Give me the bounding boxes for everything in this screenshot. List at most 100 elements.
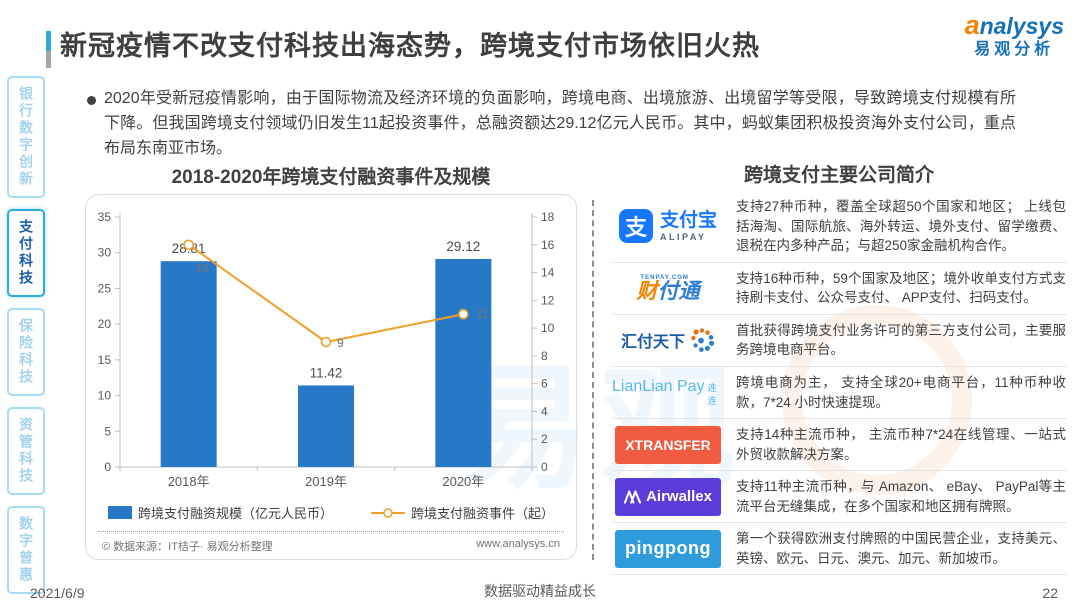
companies-list: 支支付宝 ALIPAY 支持27种币种，覆盖全球超50个国家和地区； 上线包括海淘、…: [612, 191, 1066, 576]
svg-text:20: 20: [98, 317, 112, 331]
huifu-dots-icon: [691, 328, 715, 353]
svg-text:2019年: 2019年: [305, 474, 347, 489]
chart-line: 16 9 11: [183, 239, 489, 350]
svg-text:30: 30: [98, 246, 112, 260]
svg-text:12: 12: [541, 293, 555, 307]
svg-text:29.12: 29.12: [446, 239, 480, 254]
section-divider: [592, 200, 594, 560]
airwallex-wordmark: Airwallex: [646, 488, 712, 506]
chart-axes: 0 5 10 15 20 25 30 35 0 2 4 6 8 10 12 14 16 18 2018年 2019年 2…: [98, 210, 555, 489]
footer-date: 2021/6/9: [30, 585, 85, 601]
brand-logo-en: analysys: [964, 10, 1064, 40]
svg-text:10: 10: [541, 321, 555, 335]
legend-line-swatch-icon: [371, 507, 405, 518]
tenpay-chars-blue: 付通: [657, 279, 700, 303]
sidebar-tab-5[interactable]: 数字普惠: [7, 506, 45, 594]
companies-title: 跨境支付主要公司简介: [743, 165, 934, 186]
sidebar-tab-4[interactable]: 资管科技: [7, 407, 45, 495]
huifu-logo: 汇付天下: [621, 327, 715, 353]
page-title: 新冠疫情不改支付科技出海态势，跨境支付市场依旧火热: [60, 31, 760, 61]
legend-bar-swatch-icon: [107, 506, 132, 519]
chart-card: 0 5 10 15 20 25 30 35 0 2 4 6 8 10 12 14 16 18 2018年 2019年 2…: [85, 194, 577, 560]
svg-text:11: 11: [476, 307, 489, 321]
company-row-huifu: 汇付天下 首批获得跨境支付业务许可的第三方支付公司，主要服务跨境电商平台。: [612, 315, 1066, 367]
chart-source-divider: [98, 531, 564, 532]
chart-title: 2018-2020年跨境支付融资事件及规模: [171, 167, 491, 188]
svg-text:11.42: 11.42: [310, 365, 343, 380]
bullet-icon: [87, 96, 96, 105]
tenpay-logo: TENPAY.COM 财付通: [637, 275, 700, 302]
sidebar-tab-2[interactable]: 支付科技: [7, 209, 45, 297]
title-accent-bar: [46, 31, 51, 68]
svg-text:15: 15: [98, 353, 112, 367]
lianlian-logo-cell: LianLian Pay 连连: [612, 378, 724, 407]
brand-logo-a-icon: a: [964, 10, 980, 40]
company-desc: 支持11种主流币种，与 Amazon、 eBay、 PayPal等主流平台无缝集…: [736, 479, 1066, 514]
company-row-tenpay: TENPAY.COM 财付通 支持16种币种，59个国家及地区；境外收单支付方式支持…: [612, 263, 1066, 315]
svg-text:16: 16: [196, 261, 210, 275]
sidebar-tab-1[interactable]: 银行数字创新: [7, 76, 45, 198]
svg-text:9: 9: [337, 336, 344, 350]
chart-source: © 数据来源：IT桔子· 易观分析整理: [102, 541, 273, 553]
svg-text:14: 14: [541, 266, 555, 280]
svg-text:25: 25: [98, 281, 112, 295]
company-row-pingpong: pingpong 第一个获得欧洲支付牌照的中国民营企业，支持美元、英镑、欧元、日元…: [612, 523, 1066, 576]
page-number: 22: [1042, 585, 1058, 601]
pingpong-logo-cell: pingpong: [612, 529, 724, 568]
svg-text:16: 16: [541, 238, 555, 252]
svg-text:10: 10: [98, 389, 112, 403]
company-row-alipay: 支支付宝 ALIPAY 支持27种币种，覆盖全球超50个国家和地区； 上线包括海淘、…: [612, 191, 1066, 263]
airwallex-logo-cell: Airwallex: [612, 477, 724, 516]
company-desc: 支持14种主流币种， 主流币种7*24在线管理、一站式外贸收款解决方案。: [736, 427, 1066, 462]
alipay-name-en: ALIPAY: [659, 231, 707, 242]
chart-source-row: © 数据来源：IT桔子· 易观分析整理 www.analysys.cn: [86, 532, 576, 554]
company-desc: 跨境电商为主， 支持全球20+电商平台，11种币种收款，7*24 小时快速提现。: [736, 374, 1066, 410]
svg-text:2: 2: [541, 432, 548, 446]
company-desc: 第一个获得欧洲支付牌照的中国民营企业，支持美元、英镑、欧元、日元、澳元、加元、新…: [736, 531, 1066, 566]
svg-text:8: 8: [541, 349, 548, 363]
svg-text:6: 6: [541, 377, 548, 391]
tenpay-logo-cell: TENPAY.COM 财付通: [612, 275, 724, 302]
legend-item: 跨境支付融资规模（亿元人民币）: [107, 503, 333, 522]
lianlian-logo: LianLian Pay 连连: [612, 378, 724, 407]
airwallex-logo: Airwallex: [615, 477, 721, 516]
lianlian-wordmark: LianLian Pay: [612, 378, 705, 395]
svg-text:0: 0: [541, 460, 548, 474]
legend-label: 跨境支付融资事件（起）: [411, 506, 555, 521]
xtransfer-logo-cell: XTRANSFER: [612, 425, 724, 464]
alipay-icon: 支: [618, 209, 653, 244]
sidebar: 银行数字创新支付科技保险科技资管科技数字普惠: [7, 76, 45, 594]
alipay-logo: 支支付宝 ALIPAY: [618, 209, 717, 244]
brand-logo-cn: 易观分析: [974, 41, 1055, 59]
company-row-lianlian: LianLian Pay 连连 跨境电商为主， 支持全球20+电商平台，11种币种收…: [612, 367, 1066, 420]
alipay-logo-cell: 支支付宝 ALIPAY: [612, 209, 724, 244]
summary-text: 2020年受新冠疫情影响，由于国际物流及经济环境的负面影响，跨境电商、出境旅游、…: [104, 90, 1016, 157]
chart-svg: 0 5 10 15 20 25 30 35 0 2 4 6 8 10 12 14 16 18 2018年 2019年 2…: [98, 210, 555, 489]
huifu-wordmark: 汇付天下: [620, 334, 685, 352]
sidebar-tab-3[interactable]: 保险科技: [7, 308, 45, 396]
chart-legend: 跨境支付融资规模（亿元人民币） 跨境支付融资事件（起）: [86, 503, 576, 522]
svg-text:4: 4: [541, 404, 548, 418]
svg-text:2020年: 2020年: [442, 474, 484, 489]
tenpay-wordmark: 财付通: [637, 281, 700, 302]
pingpong-logo: pingpong: [615, 529, 721, 568]
company-desc: 支持27种币种，覆盖全球超50个国家和地区； 上线包括海淘、国际航旅、海外转运、…: [736, 199, 1066, 254]
footer-slogan: 数据驱动精益成长: [484, 583, 596, 599]
legend-label: 跨境支付融资规模（亿元人民币）: [137, 506, 333, 521]
airwallex-mark-icon: [624, 490, 642, 504]
svg-text:18: 18: [541, 210, 555, 224]
company-row-xtransfer: XTRANSFER 支持14种主流币种， 主流币种7*24在线管理、一站式外贸收款…: [612, 419, 1066, 472]
svg-text:35: 35: [98, 210, 112, 224]
companies-panel: 跨境支付主要公司简介 支支付宝 ALIPAY 支持27种币种，覆盖全球超50个国家和…: [612, 160, 1066, 576]
xtransfer-logo: XTRANSFER: [615, 425, 721, 464]
huifu-logo-cell: 汇付天下: [612, 327, 724, 353]
alipay-name-cn: 支付宝: [659, 209, 717, 231]
alipay-wordmark: 支付宝 ALIPAY: [659, 209, 717, 242]
tenpay-char-orange: 财: [636, 279, 658, 303]
company-row-airwallex: Airwallex 支持11种主流币种，与 Amazon、 eBay、 PayPa…: [612, 471, 1066, 524]
company-desc: 支持16种币种，59个国家及地区；境外收单支付方式支持刷卡支付、公众号支付、 A…: [736, 270, 1066, 306]
chart-website: www.analysys.cn: [476, 538, 560, 550]
svg-text:0: 0: [104, 460, 111, 474]
